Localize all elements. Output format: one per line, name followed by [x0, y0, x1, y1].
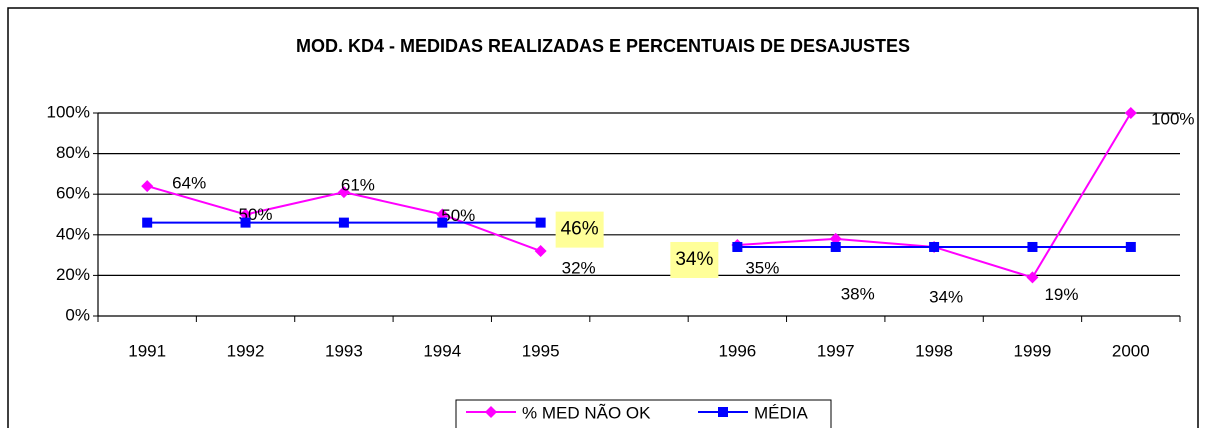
point-marker — [141, 180, 154, 193]
x-tick-label: 1998 — [915, 341, 953, 360]
point-marker — [1124, 107, 1137, 119]
point-marker — [240, 217, 251, 228]
legend-marker — [718, 407, 728, 417]
point-marker — [732, 241, 743, 252]
x-tick-label: 1996 — [718, 341, 756, 360]
legend-label: MÉDIA — [754, 403, 809, 422]
point-marker — [535, 217, 546, 228]
y-tick-label: 20% — [56, 265, 90, 284]
x-tick-label: 1999 — [1014, 341, 1052, 360]
point-marker — [142, 217, 153, 228]
point-marker — [337, 186, 350, 199]
x-tick-label: 1995 — [522, 341, 560, 360]
y-tick-label: 40% — [56, 224, 90, 243]
x-tick-label: 1993 — [325, 341, 363, 360]
label-box — [670, 241, 719, 278]
point-marker — [929, 241, 940, 252]
point-marker — [829, 232, 842, 245]
point-marker — [830, 241, 841, 252]
point-marker — [437, 217, 448, 228]
y-tick-label: 60% — [56, 184, 90, 203]
data-label: 46% — [561, 219, 599, 240]
x-tick-label: 1994 — [423, 341, 461, 360]
data-label: 35% — [745, 258, 779, 277]
data-label: 19% — [1044, 285, 1078, 304]
data-label: 34% — [929, 287, 963, 306]
y-tick-label: 100% — [47, 102, 90, 121]
x-tick-label: 1997 — [817, 341, 855, 360]
data-label: 100% — [1151, 109, 1194, 128]
point-marker — [1026, 271, 1039, 284]
point-marker — [436, 208, 449, 221]
point-marker — [338, 217, 349, 228]
y-tick-label: 80% — [56, 143, 90, 162]
data-label: 50% — [441, 206, 475, 225]
x-tick-label: 1992 — [227, 341, 265, 360]
x-tick-label: 1991 — [128, 341, 166, 360]
legend-label: % MED NÃO OK — [522, 403, 651, 422]
label-box — [555, 211, 604, 248]
chart-title: MOD. KD4 - MEDIDAS REALIZADAS E PERCENTU… — [296, 36, 910, 56]
data-label: 38% — [841, 284, 875, 303]
legend-marker — [485, 406, 497, 418]
data-label: 34% — [675, 249, 713, 270]
point-marker — [1125, 241, 1136, 252]
point-marker — [1027, 241, 1038, 252]
data-label: 64% — [172, 174, 206, 193]
data-label: 61% — [341, 176, 375, 195]
y-tick-label: 0% — [65, 305, 90, 324]
x-tick-label: 2000 — [1112, 341, 1150, 360]
point-marker — [239, 208, 252, 221]
data-label: 32% — [562, 259, 596, 278]
point-marker — [534, 245, 547, 258]
